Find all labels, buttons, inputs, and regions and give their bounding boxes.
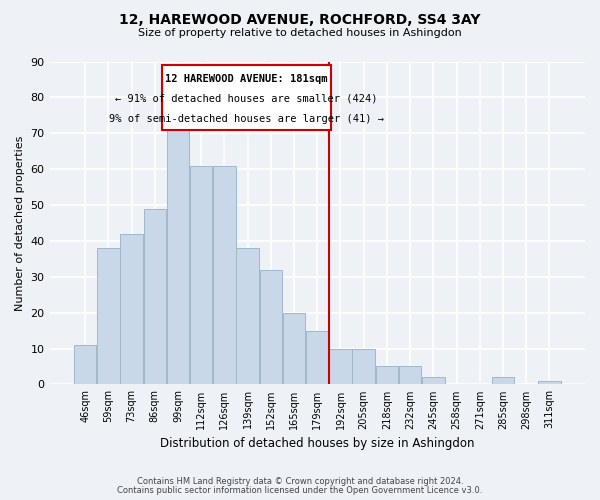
Text: 12, HAREWOOD AVENUE, ROCHFORD, SS4 3AY: 12, HAREWOOD AVENUE, ROCHFORD, SS4 3AY bbox=[119, 12, 481, 26]
Text: 9% of semi-detached houses are larger (41) →: 9% of semi-detached houses are larger (4… bbox=[109, 114, 384, 124]
Bar bbox=[74, 345, 97, 385]
Bar bbox=[538, 381, 560, 384]
Text: Contains public sector information licensed under the Open Government Licence v3: Contains public sector information licen… bbox=[118, 486, 482, 495]
Text: Contains HM Land Registry data © Crown copyright and database right 2024.: Contains HM Land Registry data © Crown c… bbox=[137, 477, 463, 486]
Text: 12 HAREWOOD AVENUE: 181sqm: 12 HAREWOOD AVENUE: 181sqm bbox=[165, 74, 328, 84]
Bar bbox=[492, 378, 514, 384]
Text: Size of property relative to detached houses in Ashingdon: Size of property relative to detached ho… bbox=[138, 28, 462, 38]
Y-axis label: Number of detached properties: Number of detached properties bbox=[15, 136, 25, 310]
Bar bbox=[352, 348, 375, 384]
Bar bbox=[97, 248, 119, 384]
Bar bbox=[399, 366, 421, 384]
Bar bbox=[213, 166, 236, 384]
Bar bbox=[329, 348, 352, 384]
Bar bbox=[121, 234, 143, 384]
FancyBboxPatch shape bbox=[162, 65, 331, 130]
Bar bbox=[422, 378, 445, 384]
Bar bbox=[190, 166, 212, 384]
X-axis label: Distribution of detached houses by size in Ashingdon: Distribution of detached houses by size … bbox=[160, 437, 475, 450]
Bar bbox=[143, 208, 166, 384]
Bar bbox=[167, 130, 189, 384]
Text: ← 91% of detached houses are smaller (424): ← 91% of detached houses are smaller (42… bbox=[115, 94, 378, 104]
Bar bbox=[236, 248, 259, 384]
Bar bbox=[260, 270, 282, 384]
Bar bbox=[376, 366, 398, 384]
Bar bbox=[283, 312, 305, 384]
Bar bbox=[306, 330, 329, 384]
